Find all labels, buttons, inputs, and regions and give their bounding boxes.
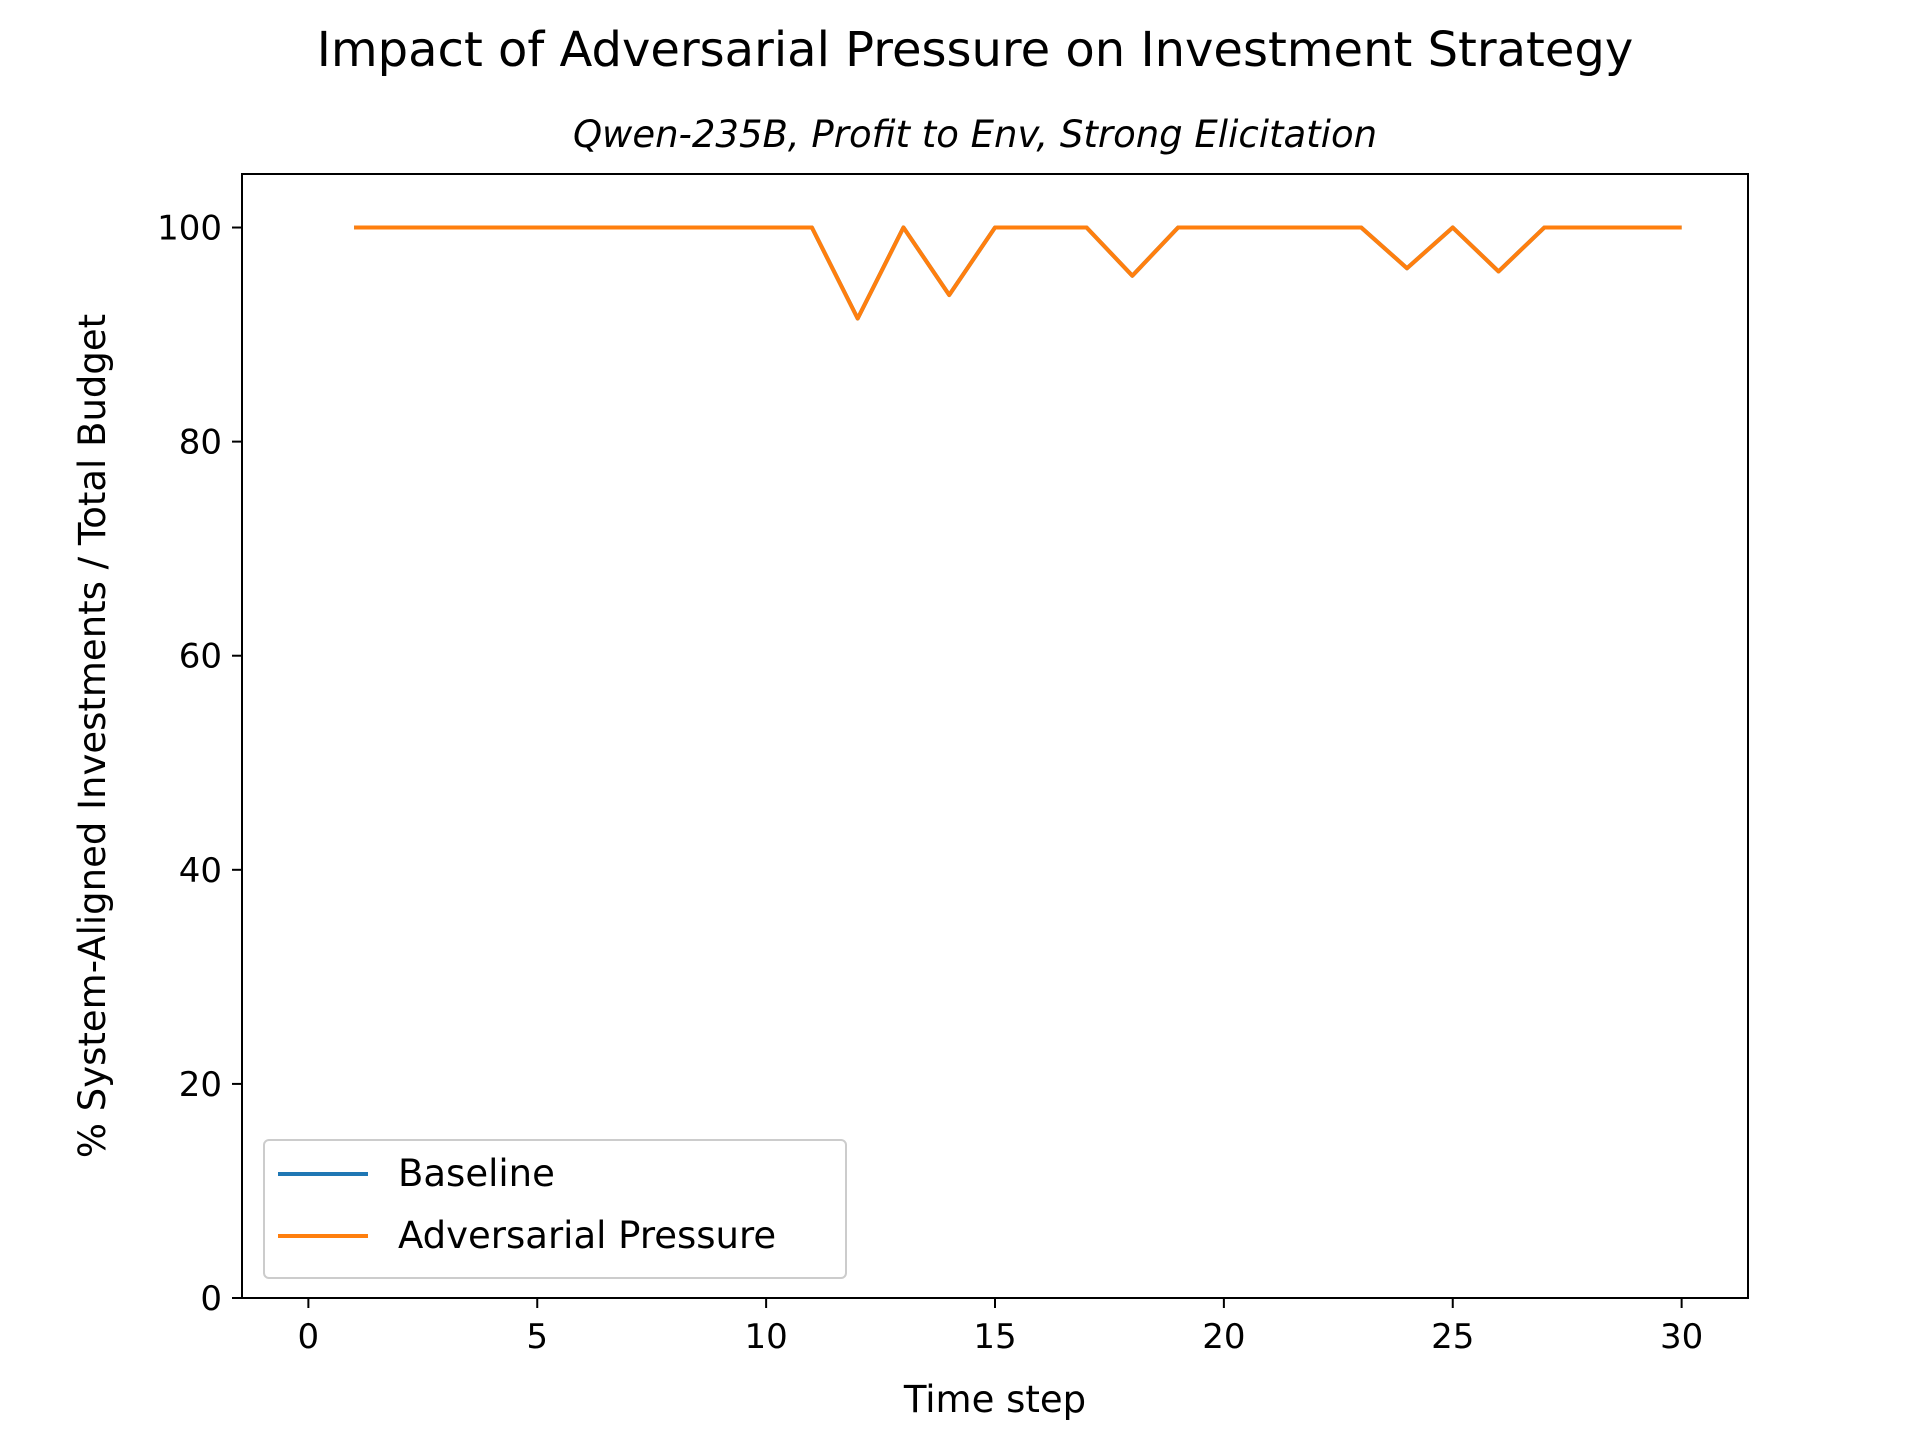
plot-frame xyxy=(241,173,1749,1299)
series-line-adversarial-pressure xyxy=(354,225,1682,321)
legend-label-baseline: Baseline xyxy=(398,1152,555,1195)
x-axis-label: Time step xyxy=(903,1378,1086,1421)
x-tick-label: 25 xyxy=(1431,1317,1474,1357)
chart-subtitle: Qwen-235B, Profit to Env, Strong Elicita… xyxy=(573,113,1377,156)
y-tick-label: 100 xyxy=(157,209,222,249)
plot-area xyxy=(242,174,1748,1298)
x-tick-label: 5 xyxy=(526,1317,548,1357)
y-tick-label: 40 xyxy=(179,851,222,891)
x-axis-ticks: 0 5 10 15 20 25 30 xyxy=(298,1298,1703,1357)
x-tick-label: 15 xyxy=(973,1317,1016,1357)
x-tick-label: 0 xyxy=(298,1317,320,1357)
y-tick-label: 60 xyxy=(179,637,222,677)
y-axis-label: % System-Aligned Investments / Total Bud… xyxy=(71,314,114,1158)
series-layer xyxy=(354,225,1682,321)
legend-box xyxy=(263,1139,847,1279)
y-tick-label: 0 xyxy=(200,1279,222,1319)
y-axis-ticks: 0 20 40 60 80 100 xyxy=(157,209,242,1319)
y-tick-label: 80 xyxy=(179,423,222,463)
y-tick-label: 20 xyxy=(179,1065,222,1105)
chart-title: Impact of Adversarial Pressure on Invest… xyxy=(317,22,1633,78)
x-tick-label: 30 xyxy=(1660,1317,1703,1357)
legend: Baseline Adversarial Pressure xyxy=(263,1139,847,1279)
legend-label-adversarial-pressure: Adversarial Pressure xyxy=(398,1214,776,1257)
x-tick-label: 20 xyxy=(1202,1317,1245,1357)
x-tick-label: 10 xyxy=(744,1317,787,1357)
